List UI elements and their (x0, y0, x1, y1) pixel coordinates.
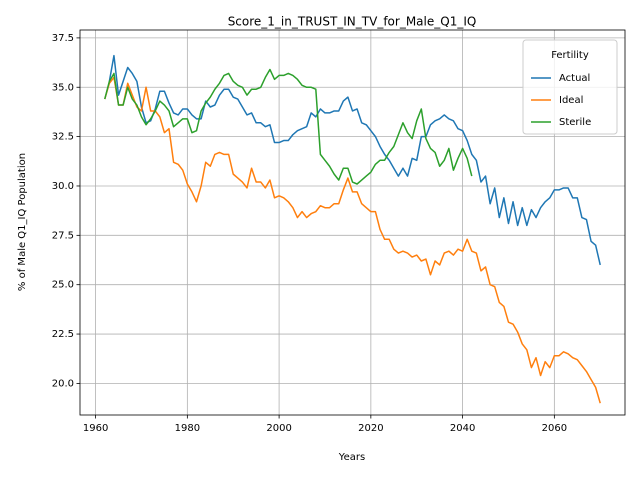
y-tick-label: 20.0 (52, 378, 74, 389)
y-tick-label: 27.5 (52, 230, 74, 241)
y-axis-label: % of Male Q1_IQ Population (17, 153, 28, 291)
chart-title: Score_1_in_TRUST_IN_TV_for_Male_Q1_IQ (228, 15, 477, 29)
y-tick-label: 30.0 (52, 181, 74, 192)
plot-frame (79, 29, 626, 416)
y-tick-label: 25.0 (52, 280, 74, 291)
x-tick-label: 2000 (266, 423, 291, 434)
data-line (104, 76, 601, 404)
x-axis-label: Years (338, 452, 365, 463)
y-tick-label: 37.5 (52, 33, 74, 44)
legend-label: Sterile (559, 117, 591, 128)
y-tick-label: 35.0 (52, 82, 74, 93)
legend-box (522, 39, 618, 135)
legend-label: Ideal (559, 95, 583, 106)
x-tick-label: 2020 (358, 423, 383, 434)
x-tick-label: 2060 (542, 423, 567, 434)
legend-title: Fertility (551, 50, 589, 61)
x-tick-label: 1980 (175, 423, 200, 434)
legend-label: Actual (559, 73, 590, 84)
x-tick-label: 2040 (450, 423, 475, 434)
y-tick-label: 22.5 (52, 329, 74, 340)
data-line (108, 54, 601, 266)
x-tick-label: 1960 (83, 423, 108, 434)
data-line (104, 68, 473, 185)
y-tick-label: 32.5 (52, 132, 74, 143)
